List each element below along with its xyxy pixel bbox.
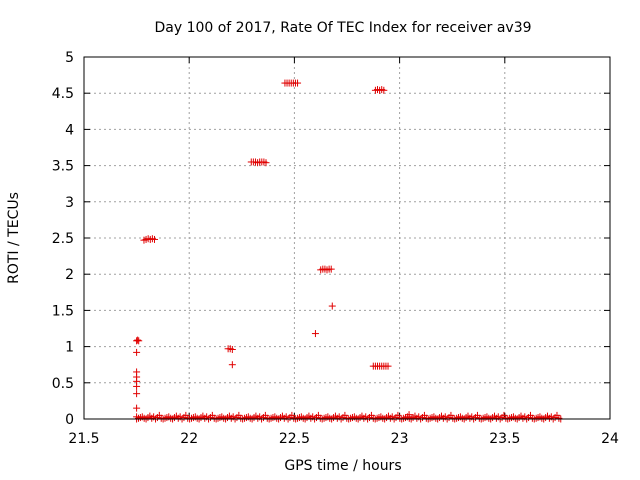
y-tick-label: 3 <box>65 195 74 211</box>
data-point <box>223 414 231 422</box>
data-point <box>262 159 270 167</box>
plot-frame <box>83 56 611 420</box>
x-tick-label: 23.5 <box>489 431 520 447</box>
data-point <box>311 330 319 338</box>
x-axis-label: GPS time / hours <box>284 458 401 474</box>
data-point <box>327 265 335 273</box>
data-point <box>383 414 391 422</box>
data-point <box>163 414 171 422</box>
data-point <box>322 414 330 422</box>
y-tick-label: 2.5 <box>52 231 74 247</box>
data-point <box>534 414 542 422</box>
data-point <box>348 414 356 422</box>
data-point <box>144 414 152 422</box>
data-point <box>133 390 141 398</box>
data-point <box>135 337 143 345</box>
data-point <box>328 302 336 310</box>
data-point <box>133 348 141 356</box>
x-tick-label: 22 <box>180 431 198 447</box>
y-axis-label: ROTI / TECUs <box>6 192 22 284</box>
y-tick-label: 3.5 <box>52 159 74 175</box>
x-tick-label: 22.5 <box>279 431 310 447</box>
data-point <box>189 414 197 422</box>
data-point <box>455 414 463 422</box>
data-point <box>380 86 388 94</box>
data-point <box>384 362 392 370</box>
grid-lines <box>84 57 610 419</box>
data-point <box>150 235 158 243</box>
y-tick-label: 4 <box>65 122 74 138</box>
y-tick-label: 5 <box>65 50 74 66</box>
data-point <box>250 414 258 422</box>
data-point <box>216 414 224 422</box>
data-point <box>515 414 523 422</box>
data-point <box>356 414 364 422</box>
x-tick-label: 21.5 <box>68 431 99 447</box>
data-point <box>133 382 141 390</box>
y-tick-label: 4.5 <box>52 86 74 102</box>
data-point <box>481 414 489 422</box>
data-point <box>405 411 413 419</box>
data-point <box>508 414 516 422</box>
y-tick-label: 2 <box>65 267 74 283</box>
x-tick-label: 23 <box>391 431 409 447</box>
y-tick-label: 1 <box>65 340 74 356</box>
data-point <box>330 414 338 422</box>
data-point <box>277 414 285 422</box>
data-point <box>133 404 141 412</box>
data-point <box>228 361 236 369</box>
y-tick-label: 0.5 <box>52 376 74 392</box>
data-point <box>462 414 470 422</box>
data-point <box>136 414 144 422</box>
x-tick-label: 24 <box>601 431 619 447</box>
data-point <box>269 414 277 422</box>
data-point <box>134 336 142 344</box>
data-point <box>228 345 236 353</box>
data-point <box>542 414 550 422</box>
y-tick-label: 1.5 <box>52 303 74 319</box>
data-point <box>436 414 444 422</box>
data-point <box>242 414 250 422</box>
data-point <box>303 414 311 422</box>
data-point <box>170 414 178 422</box>
data-point <box>489 414 497 422</box>
data-point <box>295 414 303 422</box>
data-point <box>375 414 383 422</box>
data-points <box>133 79 565 423</box>
data-point <box>428 414 436 422</box>
data-point <box>197 414 205 422</box>
data-point <box>294 79 302 87</box>
y-tick-label: 0 <box>65 412 74 428</box>
chart-title: Day 100 of 2017, Rate Of TEC Index for r… <box>154 20 531 36</box>
axis-ticks <box>83 56 611 420</box>
